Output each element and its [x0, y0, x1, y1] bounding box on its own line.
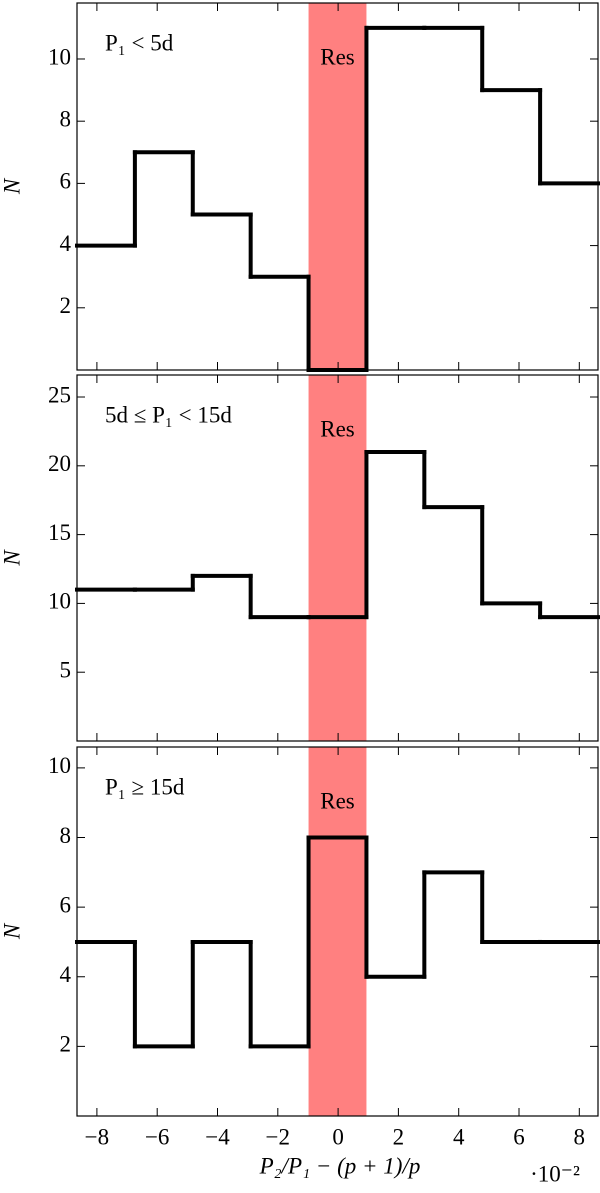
band-label: Res: [320, 44, 355, 69]
panel-frame: [76, 374, 599, 742]
y-tick-label: 10: [48, 44, 71, 69]
x-tick-label: 6: [513, 1124, 525, 1149]
y-tick-label: 25: [48, 382, 71, 407]
y-tick-label: 6: [60, 892, 72, 917]
y-axis-label: N: [0, 922, 24, 940]
panel-frame: [76, 746, 599, 1117]
x-tick-label: −4: [205, 1124, 230, 1149]
band-label: Res: [320, 788, 355, 813]
y-tick-label: 4: [60, 231, 72, 256]
y-tick-label: 5: [60, 657, 72, 682]
x-tick-label: 2: [393, 1124, 405, 1149]
y-axis-label: N: [0, 177, 24, 195]
y-tick-label: 20: [48, 451, 71, 476]
x-tick-label: 8: [574, 1124, 586, 1149]
panel-label: 5d ≤ P₁ < 15d: [105, 402, 232, 427]
resonance-band: [308, 3, 367, 370]
x-tick-label: −2: [266, 1124, 290, 1149]
resonance-band: [308, 747, 367, 1116]
y-tick-label: 2: [60, 1032, 72, 1057]
x-tick-label: −8: [85, 1124, 109, 1149]
panel-label: P₁ < 5d: [105, 30, 174, 55]
y-tick-label: 8: [60, 823, 72, 848]
y-tick-label: 4: [60, 962, 72, 987]
x-tick-label: −6: [145, 1124, 169, 1149]
x-axis-label: P₂/P₁ − (p + 1)/p: [259, 1153, 421, 1178]
x-tick-label: 0: [332, 1124, 344, 1149]
resonance-band: [308, 375, 367, 741]
y-tick-label: 10: [48, 753, 71, 778]
y-axis-label: N: [0, 549, 24, 567]
y-tick-label: 6: [60, 169, 72, 194]
panel-label: P₁ ≥ 15d: [105, 774, 185, 799]
y-tick-label: 15: [48, 520, 71, 545]
x-tick-label: 4: [453, 1124, 465, 1149]
y-tick-label: 8: [60, 106, 72, 131]
y-tick-label: 2: [60, 293, 72, 318]
y-tick-label: 10: [48, 589, 71, 614]
band-label: Res: [320, 416, 355, 441]
x-multiplier: ·10⁻²: [530, 1161, 580, 1186]
